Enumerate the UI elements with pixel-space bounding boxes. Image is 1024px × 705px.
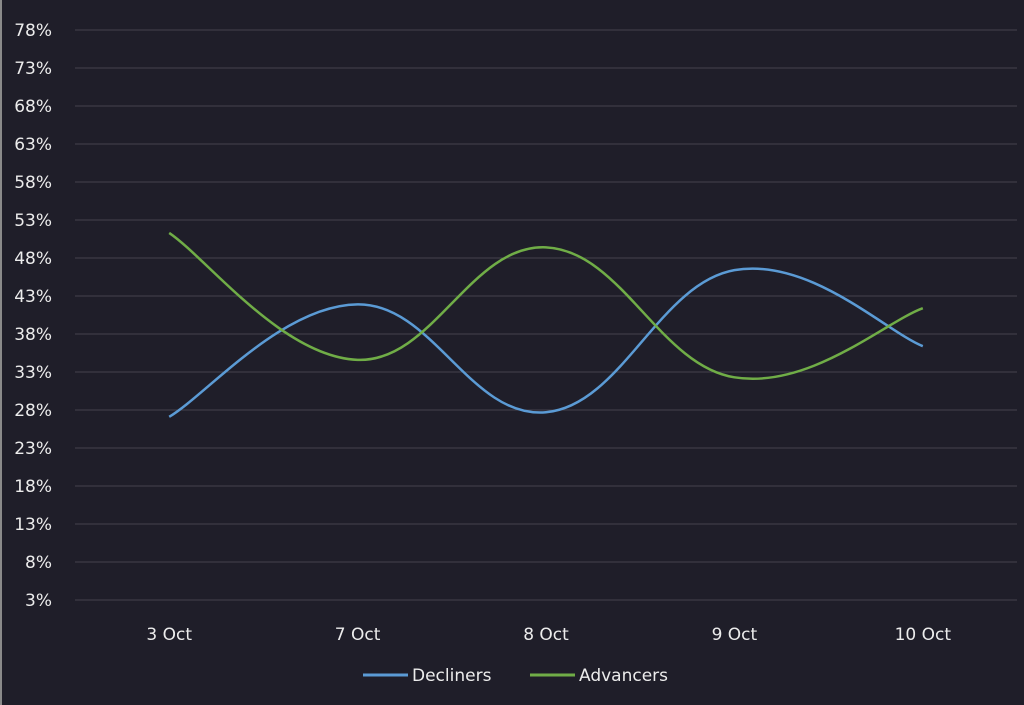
x-tick-label: 9 Oct xyxy=(712,625,758,645)
y-tick-label: 53% xyxy=(14,211,52,231)
y-tick-label: 48% xyxy=(14,249,52,269)
x-tick-label: 7 Oct xyxy=(335,625,381,645)
y-axis: 3% 8% 13% 18% 23% 28% 33% 38% 43% 48% 53% 58% 63% 68%… xyxy=(14,21,52,611)
y-tick-label: 58% xyxy=(14,173,52,193)
y-tick-label: 68% xyxy=(14,97,52,117)
y-tick-label: 8% xyxy=(25,553,52,573)
grid xyxy=(75,29,1017,601)
y-tick-label: 38% xyxy=(14,325,52,345)
y-tick-label: 18% xyxy=(14,477,52,497)
legend-label: Advancers xyxy=(579,666,668,686)
legend-label: Decliners xyxy=(412,666,492,686)
x-tick-label: 10 Oct xyxy=(895,625,952,645)
x-axis: 3 Oct 7 Oct 8 Oct 9 Oct 10 Oct xyxy=(146,625,951,645)
y-tick-label: 43% xyxy=(14,287,52,307)
series-lines xyxy=(168,231,924,418)
x-tick-label: 3 Oct xyxy=(146,625,192,645)
y-tick-label: 73% xyxy=(14,59,52,79)
x-tick-label: 8 Oct xyxy=(523,625,569,645)
y-tick-label: 3% xyxy=(25,591,52,611)
series-line-advancers xyxy=(168,231,924,380)
y-tick-label: 78% xyxy=(14,21,52,41)
y-tick-label: 33% xyxy=(14,363,52,383)
legend: Decliners Advancers xyxy=(363,666,668,686)
y-tick-label: 13% xyxy=(14,515,52,535)
y-tick-label: 28% xyxy=(14,401,52,421)
y-tick-label: 63% xyxy=(14,135,52,155)
series-line-decliners xyxy=(168,267,924,418)
y-tick-label: 23% xyxy=(14,439,52,459)
